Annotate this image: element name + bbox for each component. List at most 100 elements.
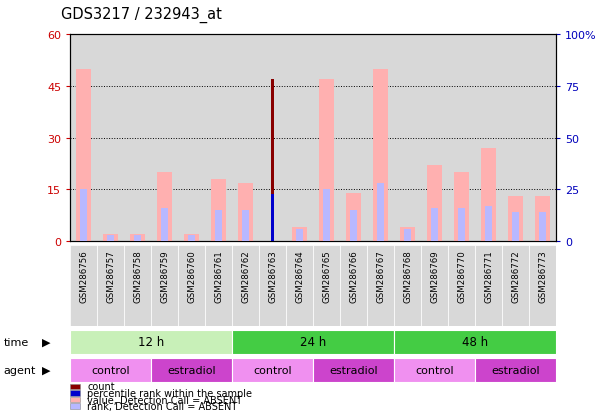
Bar bbox=[346, 193, 361, 242]
Text: estradiol: estradiol bbox=[491, 365, 540, 375]
Text: count: count bbox=[87, 381, 115, 392]
Bar bbox=[271, 194, 274, 242]
Bar bbox=[508, 197, 523, 242]
Text: GSM286759: GSM286759 bbox=[160, 250, 169, 302]
Bar bbox=[161, 209, 168, 242]
Text: GSM286770: GSM286770 bbox=[457, 250, 466, 302]
Bar bbox=[313, 358, 394, 382]
Text: GSM286758: GSM286758 bbox=[133, 250, 142, 302]
Text: GSM286767: GSM286767 bbox=[376, 250, 385, 302]
Bar bbox=[81, 190, 87, 242]
Bar bbox=[232, 358, 313, 382]
Bar bbox=[292, 228, 307, 242]
Bar bbox=[296, 229, 303, 242]
Bar bbox=[404, 229, 411, 242]
Bar bbox=[431, 209, 438, 242]
Bar bbox=[124, 35, 151, 242]
Text: agent: agent bbox=[4, 365, 36, 375]
Text: GSM286765: GSM286765 bbox=[322, 250, 331, 302]
Bar bbox=[238, 183, 253, 242]
Text: GSM286769: GSM286769 bbox=[430, 250, 439, 302]
Bar bbox=[70, 35, 97, 242]
Bar bbox=[485, 206, 492, 242]
Text: GSM286763: GSM286763 bbox=[268, 250, 277, 302]
Bar bbox=[350, 211, 357, 242]
Text: control: control bbox=[415, 365, 454, 375]
Bar bbox=[481, 149, 496, 242]
Bar bbox=[232, 330, 394, 354]
Bar bbox=[124, 246, 151, 326]
Bar bbox=[103, 235, 118, 242]
Bar bbox=[243, 211, 249, 242]
Bar bbox=[130, 235, 145, 242]
Bar bbox=[152, 246, 178, 326]
Bar bbox=[502, 35, 529, 242]
Bar bbox=[340, 35, 367, 242]
Bar bbox=[152, 358, 232, 382]
Bar bbox=[70, 246, 97, 326]
Text: GDS3217 / 232943_at: GDS3217 / 232943_at bbox=[61, 7, 222, 23]
Text: control: control bbox=[254, 365, 292, 375]
Text: estradiol: estradiol bbox=[167, 365, 216, 375]
Text: 24 h: 24 h bbox=[300, 335, 326, 349]
Bar bbox=[367, 35, 394, 242]
Bar bbox=[502, 246, 529, 326]
Bar bbox=[373, 69, 388, 242]
Bar bbox=[529, 35, 556, 242]
Text: percentile rank within the sample: percentile rank within the sample bbox=[87, 388, 252, 398]
Bar bbox=[232, 246, 259, 326]
Bar bbox=[259, 35, 286, 242]
Bar bbox=[70, 330, 232, 354]
Bar bbox=[152, 35, 178, 242]
Bar bbox=[259, 246, 286, 326]
Bar bbox=[475, 35, 502, 242]
Bar bbox=[108, 235, 114, 242]
Text: value, Detection Call = ABSENT: value, Detection Call = ABSENT bbox=[87, 394, 243, 405]
Text: GSM286766: GSM286766 bbox=[349, 250, 358, 302]
Bar bbox=[377, 184, 384, 242]
Bar bbox=[427, 166, 442, 242]
Bar bbox=[97, 246, 124, 326]
Bar bbox=[205, 35, 232, 242]
Bar bbox=[448, 35, 475, 242]
Bar bbox=[367, 246, 394, 326]
Bar bbox=[178, 246, 205, 326]
Text: time: time bbox=[4, 337, 29, 347]
Bar bbox=[157, 173, 172, 242]
Bar bbox=[215, 211, 222, 242]
Bar bbox=[70, 358, 152, 382]
Bar bbox=[400, 228, 415, 242]
Text: GSM286761: GSM286761 bbox=[214, 250, 223, 302]
Bar bbox=[205, 246, 232, 326]
Bar bbox=[97, 35, 124, 242]
Text: GSM286756: GSM286756 bbox=[79, 250, 88, 302]
Bar bbox=[454, 173, 469, 242]
Bar bbox=[286, 35, 313, 242]
Bar bbox=[394, 246, 421, 326]
Bar bbox=[475, 246, 502, 326]
Bar bbox=[76, 69, 91, 242]
Bar bbox=[188, 235, 195, 242]
Text: GSM286764: GSM286764 bbox=[295, 250, 304, 302]
Bar bbox=[319, 80, 334, 242]
Bar bbox=[134, 235, 141, 242]
Bar bbox=[232, 35, 259, 242]
Bar bbox=[286, 246, 313, 326]
Text: GSM286773: GSM286773 bbox=[538, 250, 547, 302]
Bar bbox=[178, 35, 205, 242]
Bar bbox=[529, 246, 556, 326]
Text: GSM286760: GSM286760 bbox=[187, 250, 196, 302]
Text: rank, Detection Call = ABSENT: rank, Detection Call = ABSENT bbox=[87, 401, 238, 411]
Bar bbox=[539, 213, 546, 242]
Bar bbox=[458, 209, 465, 242]
Bar bbox=[394, 358, 475, 382]
Text: 12 h: 12 h bbox=[138, 335, 164, 349]
Bar bbox=[512, 213, 519, 242]
Text: 48 h: 48 h bbox=[462, 335, 488, 349]
Bar bbox=[535, 197, 550, 242]
Bar bbox=[421, 35, 448, 242]
Text: GSM286771: GSM286771 bbox=[484, 250, 493, 302]
Bar bbox=[421, 246, 448, 326]
Text: control: control bbox=[92, 365, 130, 375]
Text: GSM286768: GSM286768 bbox=[403, 250, 412, 302]
